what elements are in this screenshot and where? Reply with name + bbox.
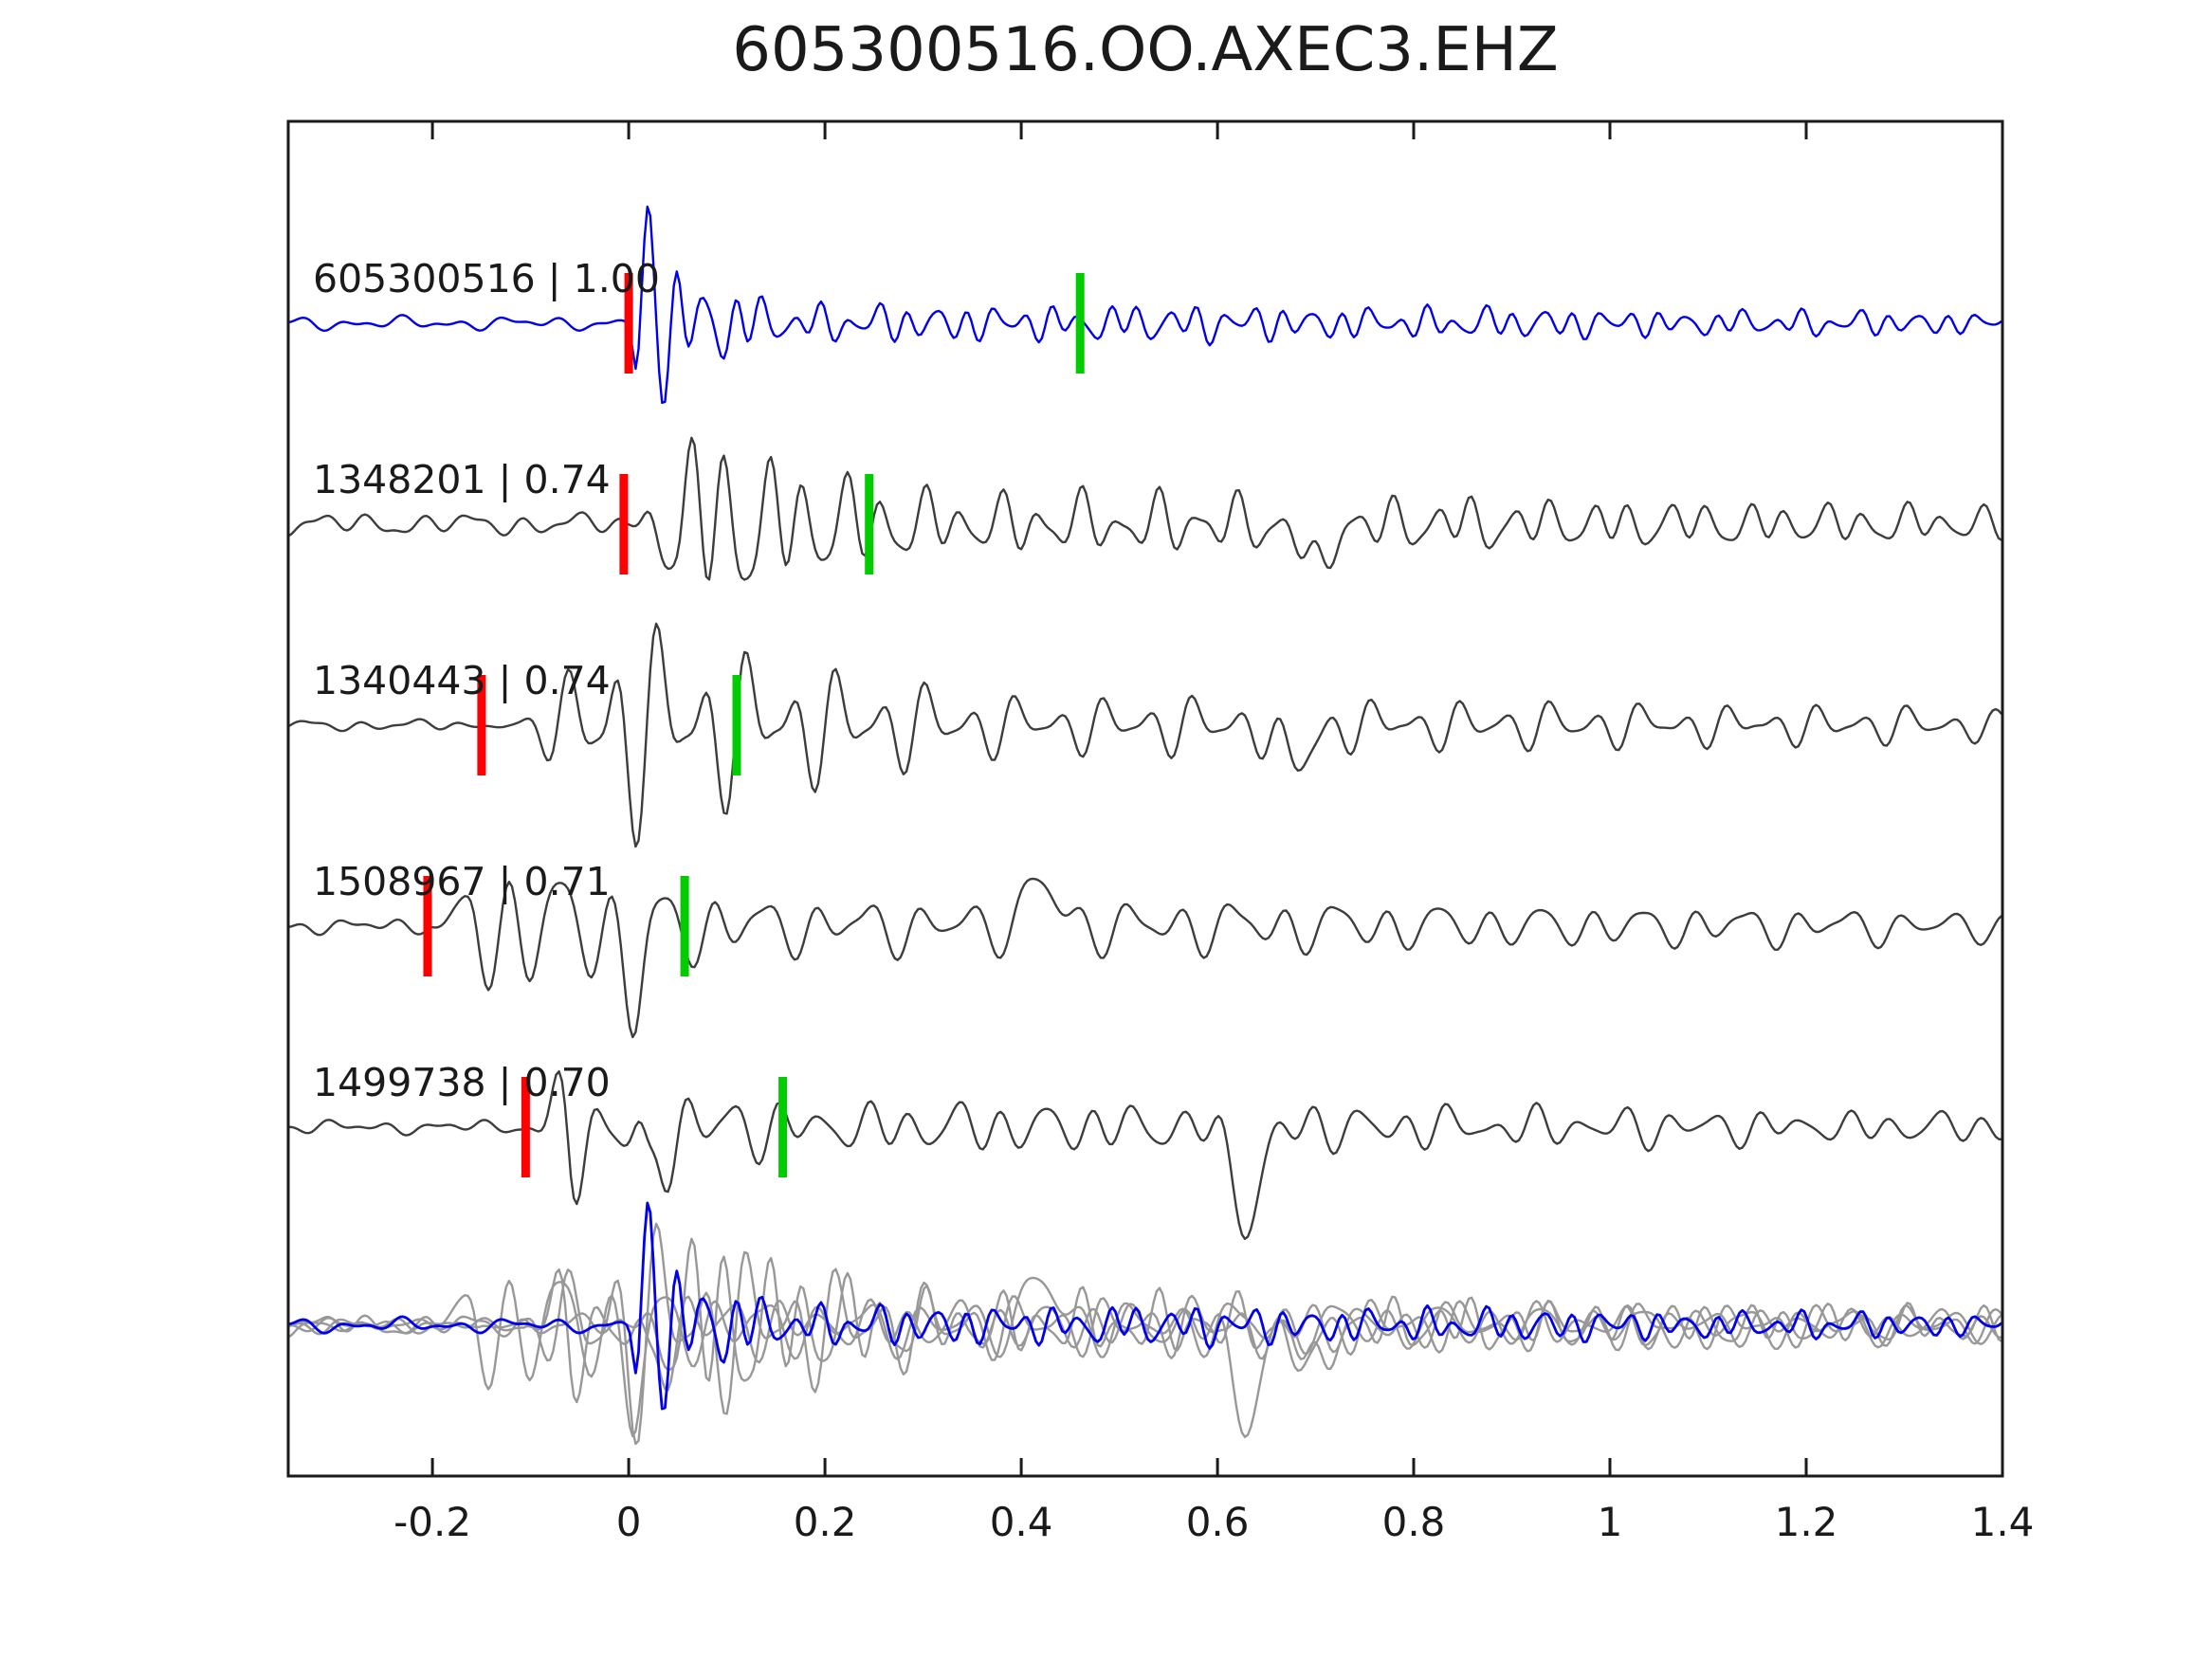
x-tick-label: 0.2 xyxy=(794,1499,857,1545)
labels-group: 605300516 | 1.00 1348201 | 0.74 1340443 | … xyxy=(313,256,660,1105)
trace-waveform-1348201 xyxy=(288,436,2002,581)
plot-title: 605300516.OO.AXEC3.EHZ xyxy=(732,15,1559,85)
trace-waveform-1499738 xyxy=(288,1069,2002,1241)
trace-row-label-1508967: 1508967 | 0.71 xyxy=(313,859,611,904)
pick-marker-green-1508967 xyxy=(680,876,689,976)
overlay-waveform-gray-1499738 xyxy=(288,1267,2002,1439)
plot-frame xyxy=(286,119,2004,1478)
pick-marker-green-1499738 xyxy=(778,1077,788,1177)
trace-row-label-605300516: 605300516 | 1.00 xyxy=(313,256,660,301)
x-tick-label: 0.4 xyxy=(990,1499,1053,1545)
x-tick-label: 0 xyxy=(616,1499,642,1545)
trace-waveform-605300516 xyxy=(288,205,2002,405)
pick-marker-red-1348201 xyxy=(619,474,629,574)
pick-marker-red-605300516 xyxy=(624,273,633,374)
x-tick-label: 1 xyxy=(1598,1499,1623,1545)
x-tick-label: 1.4 xyxy=(1971,1499,2035,1545)
trace-waveform-1340443 xyxy=(288,622,2002,848)
overlay-waveform-blue-605300516 xyxy=(288,1201,2002,1411)
pick-marker-red-1499738 xyxy=(521,1077,530,1177)
overlay-group xyxy=(288,1201,2002,1446)
trace-row-label-1348201: 1348201 | 0.74 xyxy=(313,457,611,502)
trace-waveform-1508967 xyxy=(288,877,2002,1039)
x-tick-label: 1.2 xyxy=(1775,1499,1838,1545)
pick-marker-green-1348201 xyxy=(865,474,874,574)
pick-marker-green-605300516 xyxy=(1075,273,1085,374)
trace-rows-group xyxy=(288,205,2002,1241)
x-tick-label: 0.8 xyxy=(1382,1499,1446,1545)
pick-marker-green-1340443 xyxy=(732,675,741,775)
pick-marker-red-1340443 xyxy=(477,675,486,775)
overlay-waveform-gray-1340443 xyxy=(288,1222,2002,1446)
x-tick-label: -0.2 xyxy=(393,1499,471,1545)
x-tick-label: 0.6 xyxy=(1186,1499,1250,1545)
trace-row-label-1499738: 1499738 | 0.70 xyxy=(313,1060,611,1105)
trace-row-label-1340443: 1340443 | 0.74 xyxy=(313,658,611,703)
axes-group: -0.2 0 0.2 0.4 0.6 0.8 1 1.2 1.4 xyxy=(286,119,2035,1545)
pick-marker-red-1508967 xyxy=(423,876,432,976)
